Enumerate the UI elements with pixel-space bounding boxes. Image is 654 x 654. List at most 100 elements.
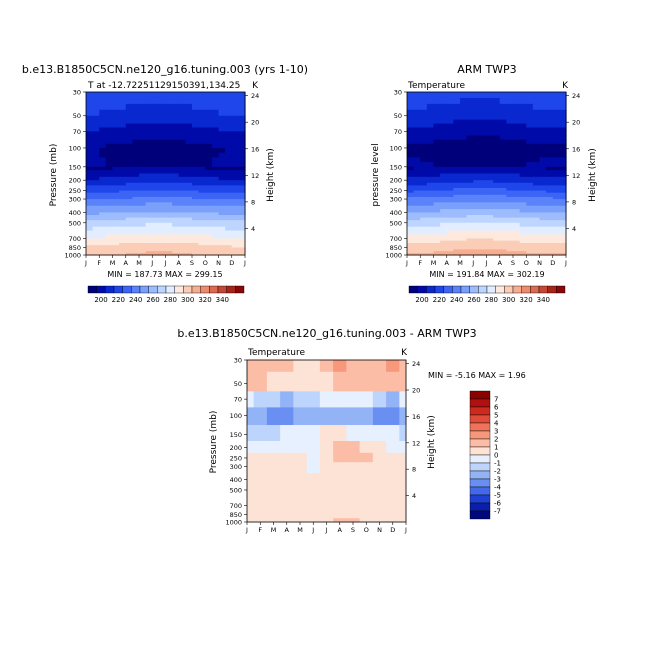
temperature-cell: [86, 187, 94, 192]
temperature-cell: [479, 240, 488, 244]
temperature-cell: [105, 92, 114, 99]
temperature-cell: [559, 220, 567, 224]
temperature-cell: [92, 222, 100, 228]
temperature-cell: [526, 209, 534, 214]
temperature-cell: [446, 242, 454, 246]
difference-cell: [293, 484, 308, 499]
temperature-cell: [486, 176, 494, 181]
temperature-cell: [105, 205, 114, 210]
temperature-cell: [139, 240, 147, 244]
temperature-cell: [99, 253, 107, 256]
temperature-cell: [198, 190, 206, 194]
temperature-cell: [479, 170, 488, 175]
temperature-cell: [158, 135, 167, 141]
month-tick-label: J: [404, 526, 407, 534]
temperature-cell: [426, 180, 435, 184]
temperature-cell: [460, 230, 468, 236]
temperature-cell: [446, 139, 454, 145]
temperature-cell: [99, 115, 107, 121]
temperature-cell: [486, 143, 494, 149]
temperature-cell: [119, 139, 127, 145]
temperature-cell: [105, 147, 114, 154]
temperature-cell: [139, 103, 147, 111]
temperature-cell: [433, 135, 441, 141]
temperature-cell: [446, 226, 454, 232]
temperature-cell: [86, 212, 94, 216]
difference-cell: [253, 518, 268, 523]
temperature-cell: [513, 131, 521, 137]
temperature-cell: [499, 157, 507, 163]
pressure-tick-label: 50: [394, 112, 402, 120]
temperature-cell: [192, 180, 200, 184]
temperature-cell: [506, 109, 514, 117]
temperature-cell: [99, 205, 107, 210]
temperature-cell: [158, 253, 167, 256]
temperature-cell: [460, 192, 468, 196]
difference-cell: [247, 371, 255, 392]
temperature-cell: [433, 190, 441, 194]
temperature-cell: [231, 187, 239, 192]
temperature-cell: [559, 190, 567, 194]
temperature-cell: [506, 253, 514, 256]
temperature-cell: [211, 242, 220, 246]
temperature-cell: [413, 147, 421, 154]
temperature-cell: [198, 247, 206, 250]
temperature-cell: [473, 217, 481, 221]
temperature-cell: [440, 97, 448, 105]
temperature-cell: [499, 180, 507, 184]
temperature-cell: [559, 176, 567, 181]
temperature-cell: [225, 180, 233, 184]
temperature-cell: [125, 226, 133, 232]
temperature-cell: [139, 182, 147, 186]
temperature-cell: [125, 131, 133, 137]
temperature-cell: [86, 147, 94, 154]
temperature-cell: [473, 240, 481, 244]
temperature-cell: [231, 127, 239, 132]
temperature-cell: [139, 109, 147, 117]
temperature-cell: [205, 238, 213, 242]
temperature-cell: [125, 147, 133, 154]
temperature-cell: [499, 147, 507, 154]
temperature-cell: [532, 173, 541, 178]
temperature-cell: [119, 173, 127, 178]
temperature-cell: [499, 103, 507, 111]
temperature-cell: [145, 123, 153, 129]
temperature-cell: [466, 152, 474, 158]
temperature-cell: [99, 119, 107, 125]
temperature-cell: [532, 217, 541, 221]
temperature-cell: [185, 173, 193, 178]
temperature-cell: [158, 245, 167, 249]
temperature-cell: [205, 205, 213, 210]
temperature-cell: [466, 103, 474, 111]
temperature-cell: [211, 226, 220, 232]
temperature-cell: [552, 212, 560, 216]
difference-cell: [399, 497, 407, 511]
temperature-cell: [539, 245, 547, 249]
temperature-cell: [453, 251, 461, 254]
temperature-cell: [145, 202, 153, 207]
temperature-cell: [453, 182, 461, 186]
difference-colorbar-label: 5: [494, 412, 498, 420]
temperature-cell: [453, 220, 461, 224]
temperature-cell: [172, 247, 180, 250]
temperature-cell: [539, 215, 547, 219]
temperature-cell: [519, 131, 527, 137]
temperature-cell: [426, 253, 435, 256]
temperature-cell: [413, 157, 421, 163]
temperature-cell: [499, 249, 507, 252]
temperature-cell: [420, 249, 428, 252]
temperature-cell: [132, 220, 140, 224]
temperature-cell: [546, 166, 554, 171]
pressure-tick-label: 70: [234, 396, 242, 404]
temperature-cell: [99, 215, 107, 219]
temperature-cell: [192, 251, 200, 254]
temperature-cell: [165, 97, 173, 105]
temperature-cell: [460, 220, 468, 224]
temperature-cell: [125, 251, 133, 254]
temperature-cell: [499, 119, 507, 125]
temperature-cell: [526, 92, 534, 99]
temperature-cell: [125, 209, 133, 214]
temperature-cell: [132, 205, 140, 210]
difference-cell: [346, 452, 361, 463]
temperature-cell: [433, 182, 441, 186]
